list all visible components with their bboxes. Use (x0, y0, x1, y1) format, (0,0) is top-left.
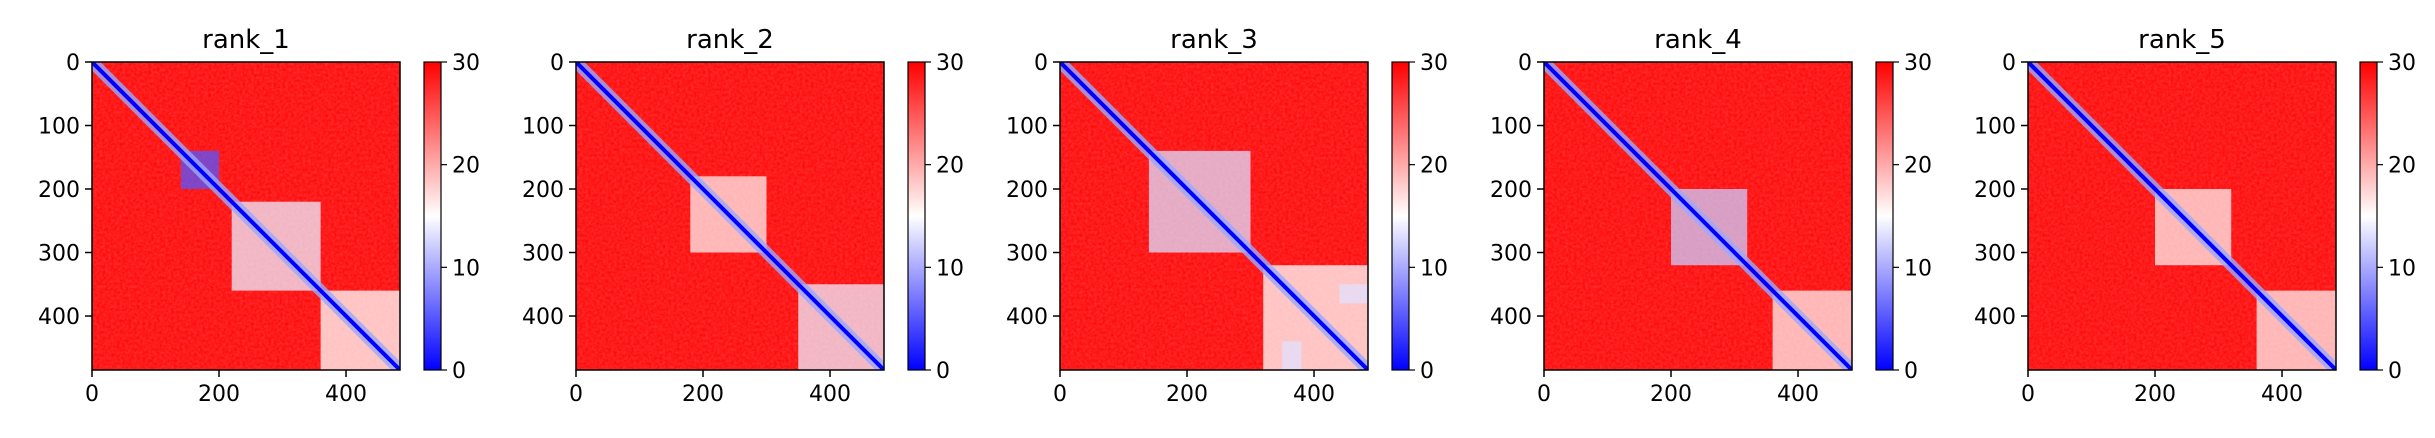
y-tick-label: 300 (1490, 242, 1532, 267)
y-tick-label: 200 (1006, 178, 1048, 203)
x-tick-label: 400 (325, 382, 367, 407)
plot-frame (91, 61, 401, 371)
chart-title: rank_5 (2138, 25, 2226, 55)
plot-frame (2027, 61, 2337, 371)
heatmap-panel-2: rank_2 0 200 400 0 100 200 300 400 0 10 20 30 (522, 25, 964, 407)
y-tick-label: 400 (1490, 305, 1532, 330)
x-tick-label: 400 (809, 382, 851, 407)
colorbar (908, 62, 925, 370)
y-tick-label: 400 (1974, 305, 2016, 330)
x-tick-label: 0 (1053, 382, 1067, 407)
colorbar-tick-label: 10 (452, 256, 480, 281)
colorbar-tick-label: 10 (1420, 256, 1448, 281)
colorbar-frame (907, 61, 926, 371)
colorbar-tick-label: 30 (2388, 51, 2416, 76)
colorbar (2360, 62, 2377, 370)
colorbar (1876, 62, 1893, 370)
colorbar-tick-label: 20 (2388, 154, 2416, 179)
chart-title: rank_2 (686, 25, 774, 55)
y-tick-label: 0 (66, 51, 80, 76)
heatmap-body (1060, 62, 1368, 370)
colorbar-frame (1391, 61, 1410, 371)
colorbar-tick-label: 20 (1904, 154, 1932, 179)
heatmap-panel-5: rank_5 0 200 400 0 100 200 300 400 0 10 20 30 (1974, 25, 2416, 407)
chart-title: rank_4 (1654, 25, 1742, 55)
colorbar-tick-label: 30 (452, 51, 480, 76)
plot-frame (1543, 61, 1853, 371)
y-tick-label: 300 (38, 242, 80, 267)
y-tick-label: 300 (1974, 242, 2016, 267)
colorbar-tick-label: 0 (452, 359, 466, 384)
heatmap-body (92, 62, 400, 370)
colorbar-tick-label: 20 (452, 154, 480, 179)
y-tick-label: 200 (38, 178, 80, 203)
y-tick-label: 0 (1518, 51, 1532, 76)
x-tick-label: 400 (1293, 382, 1335, 407)
y-tick-label: 400 (522, 305, 564, 330)
y-tick-label: 100 (1006, 115, 1048, 140)
x-tick-label: 200 (2134, 382, 2176, 407)
colorbar-tick-label: 30 (936, 51, 964, 76)
y-tick-label: 400 (1006, 305, 1048, 330)
y-tick-label: 100 (1490, 115, 1532, 140)
x-tick-label: 0 (2021, 382, 2035, 407)
colorbar-tick-label: 10 (2388, 256, 2416, 281)
x-tick-label: 400 (2261, 382, 2303, 407)
y-tick-label: 300 (1006, 242, 1048, 267)
colorbar-tick-label: 30 (1420, 51, 1448, 76)
colorbar-tick-label: 30 (1904, 51, 1932, 76)
y-tick-label: 400 (38, 305, 80, 330)
x-tick-label: 0 (1537, 382, 1551, 407)
heatmap-body (2028, 62, 2336, 370)
x-tick-label: 200 (682, 382, 724, 407)
chart-title: rank_3 (1170, 25, 1258, 55)
heatmap-body (576, 62, 884, 370)
colorbar-tick-label: 20 (1420, 154, 1448, 179)
x-tick-label: 400 (1777, 382, 1819, 407)
colorbar-tick-label: 0 (2388, 359, 2402, 384)
y-tick-label: 200 (1490, 178, 1532, 203)
colorbar-frame (1875, 61, 1894, 371)
y-tick-label: 100 (1974, 115, 2016, 140)
y-tick-label: 300 (522, 242, 564, 267)
colorbar-frame (2359, 61, 2378, 371)
colorbar-tick-label: 10 (936, 256, 964, 281)
diagonal-line (2028, 62, 2336, 370)
colorbar-tick-label: 10 (1904, 256, 1932, 281)
colorbar-tick-label: 0 (1420, 359, 1434, 384)
y-tick-label: 100 (522, 115, 564, 140)
colorbar-frame (423, 61, 442, 371)
x-tick-label: 200 (1166, 382, 1208, 407)
x-tick-label: 200 (1650, 382, 1692, 407)
x-tick-label: 0 (569, 382, 583, 407)
colorbar-tick-label: 20 (936, 154, 964, 179)
diagonal-line (576, 62, 884, 370)
y-tick-label: 0 (2002, 51, 2016, 76)
y-tick-label: 200 (1974, 178, 2016, 203)
colorbar (424, 62, 441, 370)
colorbar-tick-label: 0 (1904, 359, 1918, 384)
colorbar-tick-label: 0 (936, 359, 950, 384)
x-tick-label: 0 (85, 382, 99, 407)
plot-frame (1059, 61, 1369, 371)
diagonal-line (92, 62, 400, 370)
y-tick-label: 200 (522, 178, 564, 203)
colorbar (1392, 62, 1409, 370)
diagonal-line (1060, 62, 1368, 370)
y-tick-label: 0 (550, 51, 564, 76)
x-tick-label: 200 (198, 382, 240, 407)
heatmap-body (1544, 62, 1852, 370)
chart-title: rank_1 (202, 25, 290, 55)
heatmap-panel-1: rank_1 0 200 400 0 100 200 300 400 0 10 20 30 (38, 25, 480, 407)
heatmap-panel-4: rank_4 0 200 400 0 100 200 300 400 0 10 20 30 (1490, 25, 1932, 407)
heatmap-panel-3: rank_3 0 200 400 0 100 200 300 400 0 10 20 30 (1006, 25, 1448, 407)
y-tick-label: 0 (1034, 51, 1048, 76)
plot-frame (575, 61, 885, 371)
diagonal-line (1544, 62, 1852, 370)
y-tick-label: 100 (38, 115, 80, 140)
